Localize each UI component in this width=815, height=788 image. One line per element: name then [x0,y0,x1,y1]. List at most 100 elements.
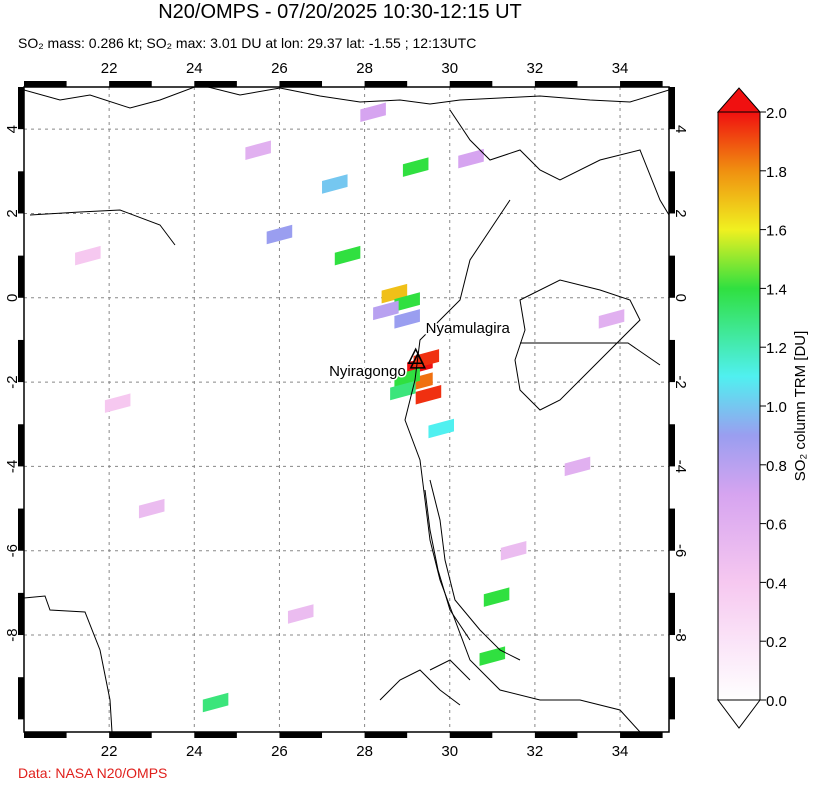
frame-bar [24,81,67,87]
title: N20/OMPS - 07/20/2025 10:30-12:15 UT [158,1,522,23]
y-tick-label: 0 [672,294,689,302]
frame-bar [279,81,323,87]
frame-bar [18,171,24,214]
x-tick-label: 26 [271,743,288,760]
x-tick-label: 22 [101,60,118,77]
map-frame [23,86,670,733]
so2-pixel [381,283,408,304]
colorbar-tick-label: 1.0 [766,399,787,416]
subtitle: SO₂ mass: 0.286 kt; SO₂ max: 3.01 DU at … [18,35,476,51]
so2-pixel [479,646,506,666]
frame-bar [109,81,152,87]
so2-pixel [104,393,131,413]
x-tick-label: 30 [441,60,458,77]
so2-pixel [483,587,510,607]
colorbar-min-arrow [717,699,761,729]
colorbar-tick-label: 1.8 [766,164,787,181]
plot-area [24,87,669,732]
frame-bar [18,508,24,551]
so2-pixel [360,102,386,123]
x-tick-label: 26 [271,60,288,77]
frame-bar [109,732,152,738]
so2-pixel [394,309,420,329]
x-tick-label: 32 [527,60,544,77]
colorbar-tick-label: 0.6 [766,517,787,534]
y-tick-label: 4 [4,125,21,133]
y-tick-label: -8 [4,628,21,641]
frame-bar [18,677,24,720]
frame-bar [18,339,24,383]
frame-bar [669,424,675,467]
frame-bar [534,81,578,87]
frame-bar [669,339,675,383]
y-tick-label: 4 [672,125,689,133]
volcano-label: Nyamulagira [426,320,511,337]
frame-bar [24,732,67,738]
frame-bar [18,592,24,636]
colorbar-tick-label: 0.4 [766,575,787,592]
y-tick-label: -6 [4,544,21,557]
frame-bar [364,732,408,738]
colorbar [717,111,761,701]
y-tick-label: -2 [4,375,21,388]
frame-bar [449,732,493,738]
x-tick-label: 30 [441,743,458,760]
x-tick-label: 34 [612,743,629,760]
frame-bar [620,81,663,87]
y-tick-label: -4 [4,460,21,473]
so2-pixel [458,148,484,169]
y-tick-label: -2 [672,375,689,388]
x-tick-label: 24 [186,60,203,77]
x-tick-label: 32 [527,743,544,760]
frame-bar [18,424,24,467]
volcano-marker [409,352,427,369]
x-tick-label: 34 [612,60,629,77]
so2-pixel [394,292,420,312]
colorbar-tick-label: 0.8 [766,458,787,475]
so2-pixel [202,692,229,713]
frame-bar [669,677,675,720]
frame-bar [194,732,237,738]
footer: Data: NASA N20/OMPS [18,765,167,781]
so2-pixel [500,540,527,561]
colorbar-tick-label: 0.0 [766,693,787,710]
so2-pixel [373,300,399,321]
y-tick-label: -8 [672,628,689,641]
frame-bar [18,87,24,130]
x-tick-label: 28 [356,743,373,760]
y-tick-label: 0 [4,294,21,302]
colorbar-tick-label: 1.4 [766,281,787,298]
x-tick-label: 28 [356,60,373,77]
so2-pixel [402,157,429,177]
y-tick-label: 2 [4,209,21,217]
colorbar-tick-label: 1.2 [766,340,787,357]
frame-bar [18,255,24,298]
colorbar-max-arrow [716,87,762,113]
frame-bar [534,732,578,738]
colorbar-tick-label: 2.0 [766,105,787,122]
frame-bar [669,508,675,551]
so2-pixel [415,384,442,405]
so2-pixel [564,456,591,477]
y-tick-label: 2 [672,209,689,217]
volcano-label: Nyiragongo [329,363,406,380]
coastlines [24,87,669,732]
so2-pixel [428,418,454,439]
colorbar-tick-label: 1.6 [766,223,787,240]
x-tick-label: 22 [101,743,118,760]
frame-bar [279,732,323,738]
frame-bar [669,592,675,636]
so2-pixel [390,380,416,401]
x-tick-label: 24 [186,743,203,760]
so2-pixel [334,245,361,266]
y-tick-label: -4 [672,460,689,473]
so2-pixel [266,224,293,245]
so2-pixel [322,174,348,194]
colorbar-tick-label: 0.2 [766,634,787,651]
so2-pixel [245,140,271,160]
frame-bar [449,81,493,87]
colorbar-label: SO₂ column TRM [DU] [792,331,809,482]
so2-pixel [598,309,625,329]
so2-pixel [394,368,420,388]
